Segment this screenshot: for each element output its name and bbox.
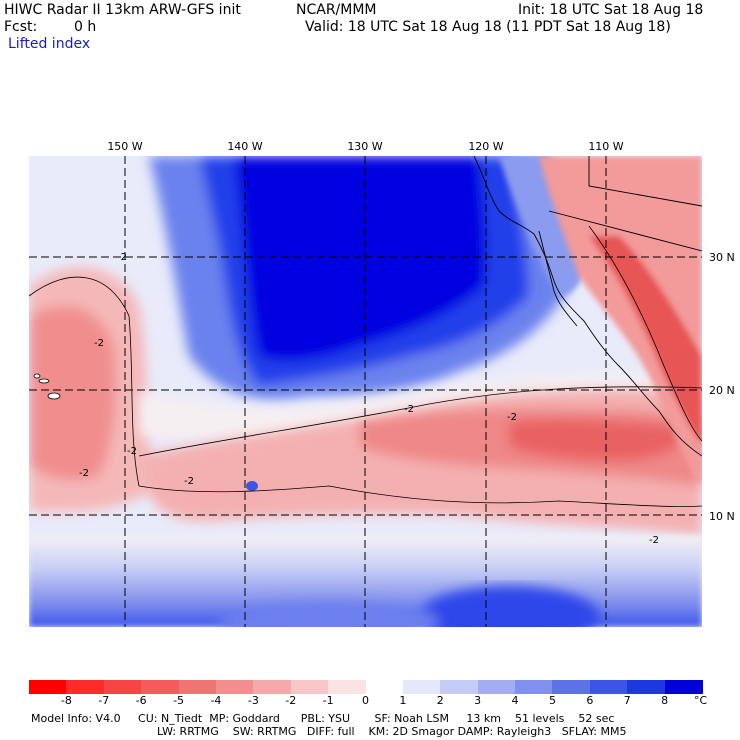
init-time: Init: 18 UTC Sat 18 Aug 18 — [518, 2, 704, 18]
contour-label: -2 — [404, 404, 414, 415]
contour-label: -2 — [184, 476, 194, 487]
lon-label-120w: 120 W — [468, 140, 504, 153]
colorbar-segment — [477, 680, 516, 694]
lat-label-20n: 20 N — [709, 384, 735, 397]
colorbar-segment — [328, 680, 367, 694]
mexico-red-region — [539, 156, 702, 486]
field-name: Lifted index — [8, 36, 91, 52]
colorbar-segment — [552, 680, 591, 694]
colorbar-segment — [253, 680, 292, 694]
colorbar-segment — [365, 680, 404, 694]
colorbar-tick-label: 1 — [399, 694, 407, 707]
south-deep-blue-patch — [219, 586, 599, 627]
colorbar-tick-label: 7 — [623, 694, 631, 707]
colorbar-tick-label: -5 — [173, 694, 185, 707]
contour-label: -2 — [117, 252, 127, 263]
map-field-svg: -2 -2 -2 -2 -2 -2 -2 -2 — [29, 156, 702, 627]
colorbar-tick-label: 5 — [548, 694, 556, 707]
colorbar-tick-label: -4 — [210, 694, 222, 707]
colorbar-tick-label: -3 — [247, 694, 259, 707]
north-blue-region — [149, 156, 569, 400]
graticule — [29, 156, 702, 627]
coastline — [473, 156, 702, 457]
colorbar-segment — [141, 680, 180, 694]
colorbar-tick-label: -8 — [60, 694, 72, 707]
colorbar-segment — [440, 680, 479, 694]
colorbar-segment — [664, 680, 703, 694]
colorbar-tick-label: 6 — [586, 694, 594, 707]
fcst-value: 0 h — [74, 19, 97, 35]
colorbar-tick-label: -2 — [285, 694, 297, 707]
colorbar-tick-label: 4 — [511, 694, 519, 707]
colorbar-segment — [178, 680, 217, 694]
contour-label: -2 — [127, 446, 137, 457]
footer-model-info: Model Info: V4.0 CU: N_Tiedt MP: Goddard… — [31, 712, 615, 725]
colorbar-segment — [66, 680, 105, 694]
lifted-index-map: -2 -2 -2 -2 -2 -2 -2 -2 — [29, 156, 702, 627]
contour-label: -2 — [507, 412, 517, 423]
coastal-blue-region — [499, 156, 585, 296]
colorbar-segment — [290, 680, 329, 694]
colorbar-tick-label: 0 — [362, 694, 369, 707]
colorbar-segment — [103, 680, 142, 694]
colorbar-segment — [589, 680, 628, 694]
colorbar-tick-label: -6 — [135, 694, 147, 707]
contour-lines — [29, 225, 702, 507]
org-label: NCAR/MMM — [296, 2, 377, 18]
colorbar-unit: °C — [694, 694, 708, 707]
colorbar-tick-label: -1 — [322, 694, 334, 707]
south-red-band — [139, 389, 702, 536]
colorbar-tick-label: 3 — [474, 694, 482, 707]
valid-time: Valid: 18 UTC Sat 18 Aug 18 (11 PDT Sat … — [305, 19, 671, 35]
contour-label: -2 — [79, 468, 89, 479]
small-blue-vortex — [246, 481, 258, 491]
hawaii-islands — [33, 373, 61, 400]
lon-label-130w: 130 W — [347, 140, 383, 153]
colorbar-segment — [515, 680, 554, 694]
contour-label-group: -2 -2 -2 -2 -2 -2 -2 -2 — [79, 252, 659, 546]
colorbar-tick-label: 2 — [436, 694, 444, 707]
colorbar-segment — [29, 680, 67, 694]
contour-label: -2 — [649, 535, 659, 546]
colorbar-tick-label: 8 — [661, 694, 669, 707]
lat-label-10n: 10 N — [709, 510, 735, 523]
model-title: HIWC Radar II 13km ARW-GFS init — [4, 2, 241, 18]
lon-label-140w: 140 W — [227, 140, 263, 153]
lon-label-150w: 150 W — [107, 140, 143, 153]
lon-label-110w: 110 W — [588, 140, 624, 153]
colorbar-segment — [402, 680, 441, 694]
fcst-label: Fcst: — [4, 19, 38, 35]
colorbar — [29, 680, 703, 694]
contour-label: -2 — [94, 338, 104, 349]
lat-label-30n: 30 N — [709, 251, 735, 264]
colorbar-segment — [627, 680, 666, 694]
footer-physics-info: LW: RRTMG SW: RRTMG DIFF: full KM: 2D Sm… — [157, 725, 627, 738]
colorbar-segment — [215, 680, 254, 694]
colorbar-tick-label: -7 — [98, 694, 110, 707]
